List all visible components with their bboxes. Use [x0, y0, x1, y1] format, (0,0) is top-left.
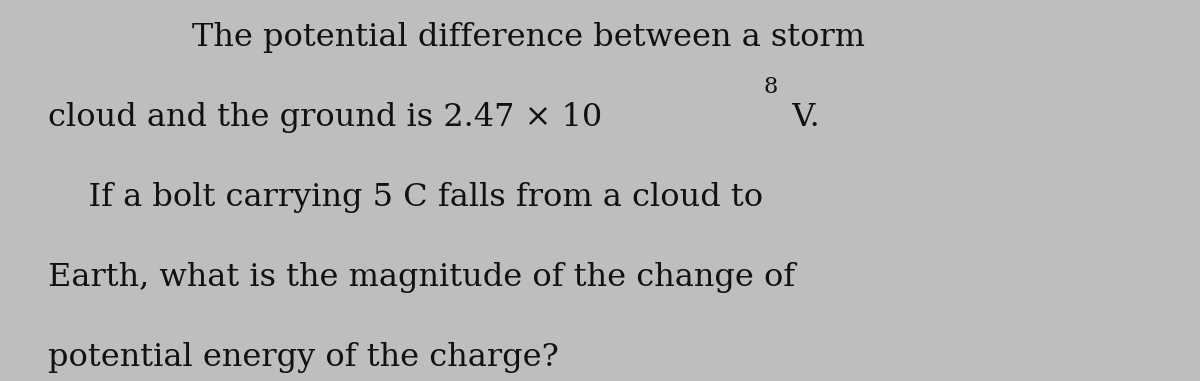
Text: cloud and the ground is 2.47 × 10: cloud and the ground is 2.47 × 10 [48, 102, 602, 133]
Text: 8: 8 [763, 76, 778, 98]
Text: If a bolt carrying 5 C falls from a cloud to: If a bolt carrying 5 C falls from a clou… [48, 182, 763, 213]
Text: V.: V. [781, 102, 820, 133]
Text: Earth, what is the magnitude of the change of: Earth, what is the magnitude of the chan… [48, 262, 796, 293]
Text: The potential difference between a storm: The potential difference between a storm [192, 22, 865, 53]
Text: potential energy of the charge?: potential energy of the charge? [48, 342, 559, 373]
